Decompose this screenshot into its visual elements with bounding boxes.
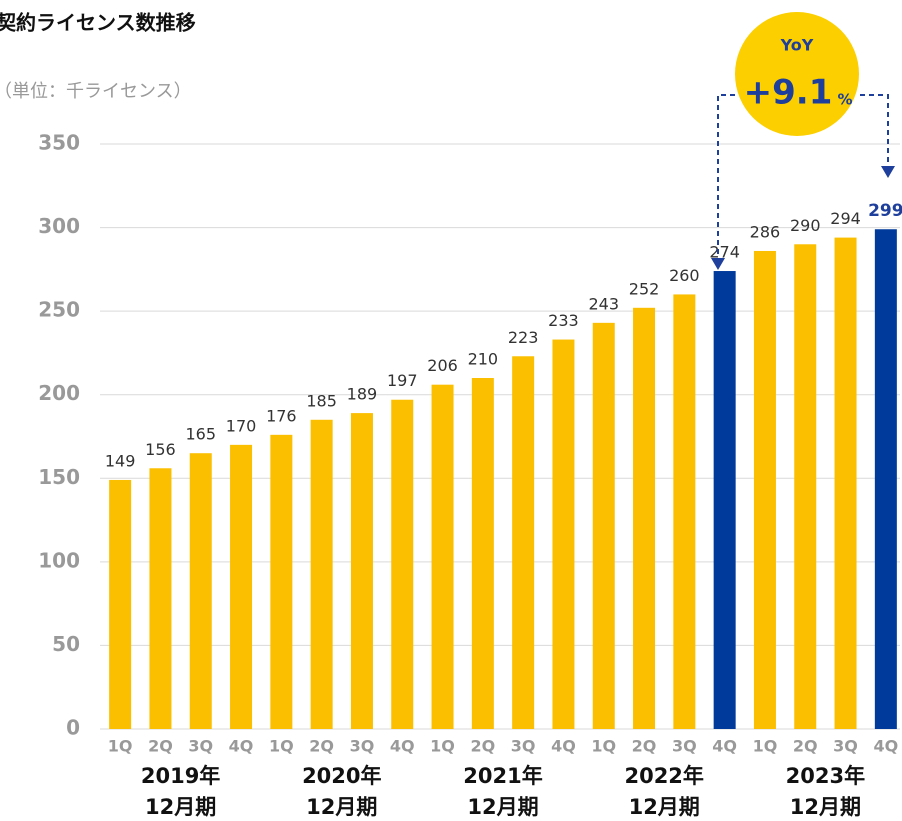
data-label: 170	[226, 416, 257, 435]
bar	[431, 384, 454, 729]
group-label: 2019年	[141, 764, 220, 788]
data-label: 206	[427, 356, 458, 375]
data-label: 189	[347, 385, 378, 404]
bar	[230, 444, 253, 729]
bar	[753, 250, 776, 729]
data-label: 260	[669, 266, 700, 285]
bar	[189, 453, 212, 729]
x-tick-label: 1Q	[430, 737, 455, 756]
x-tick-label: 3Q	[350, 737, 375, 756]
x-tick-label: 4Q	[712, 737, 737, 756]
data-label: 210	[468, 350, 499, 369]
y-tick-label: 250	[38, 298, 80, 322]
x-tick-label: 3Q	[511, 737, 536, 756]
bar	[109, 479, 132, 729]
x-tick-label: 3Q	[188, 737, 213, 756]
data-label: 243	[588, 294, 619, 313]
x-tick-label: 2Q	[148, 737, 173, 756]
data-label: 223	[508, 328, 539, 347]
bar	[512, 356, 535, 729]
yoy-arrows	[717, 94, 889, 258]
group-label: 12月期	[629, 795, 700, 819]
bar	[270, 434, 293, 729]
x-tick-label: 1Q	[269, 737, 294, 756]
x-tick-label: 1Q	[591, 737, 616, 756]
x-tick-label: 4Q	[229, 737, 254, 756]
x-tick-label: 3Q	[672, 737, 697, 756]
group-label: 2023年	[786, 764, 865, 788]
yoy-value: +9.1	[744, 73, 833, 113]
bar	[713, 271, 736, 729]
bar	[673, 294, 696, 729]
arrow-head	[711, 258, 725, 270]
data-label: 197	[387, 371, 418, 390]
y-tick-label: 350	[38, 131, 80, 155]
data-label: 290	[790, 216, 821, 235]
data-label: 156	[145, 440, 176, 459]
y-tick-label: 150	[38, 465, 80, 489]
arrow-right	[860, 94, 889, 168]
bar	[633, 307, 656, 729]
x-tick-label: 4Q	[551, 737, 576, 756]
bar	[874, 229, 897, 729]
bar	[552, 339, 575, 729]
y-tick-label: 50	[52, 632, 80, 656]
x-tick-label: 1Q	[108, 737, 133, 756]
data-label: 274	[709, 243, 740, 262]
group-label: 12月期	[467, 795, 538, 819]
data-label: 149	[105, 451, 136, 470]
data-label: 185	[306, 391, 337, 410]
y-tick-label: 300	[38, 214, 80, 238]
arrow-head	[881, 166, 895, 178]
group-label: 2020年	[302, 764, 381, 788]
bar	[471, 378, 494, 729]
yoy-badge	[735, 12, 859, 136]
data-label: 286	[750, 222, 781, 241]
x-tick-label: 2Q	[470, 737, 495, 756]
yoy-unit: %	[837, 91, 852, 109]
chart-subtitle: （単位：千ライセンス）	[0, 81, 192, 102]
y-tick-label: 200	[38, 381, 80, 405]
arrow-left	[717, 94, 735, 258]
data-label: 294	[830, 209, 861, 228]
x-tick-label: 3Q	[833, 737, 858, 756]
bar	[310, 419, 333, 729]
yoy-label: YoY	[780, 36, 814, 55]
group-label: 2022年	[624, 764, 703, 788]
bar	[149, 468, 172, 729]
data-label: 176	[266, 406, 297, 425]
y-tick-label: 100	[38, 548, 80, 572]
bar	[834, 237, 857, 729]
chart-title: 契約ライセンス数推移	[0, 11, 196, 35]
y-tick-label: 0	[66, 716, 80, 740]
x-tick-label: 4Q	[873, 737, 898, 756]
bar	[391, 399, 414, 729]
x-tick-label: 2Q	[632, 737, 657, 756]
bar	[350, 413, 373, 729]
data-label: 252	[629, 279, 660, 298]
x-tick-label: 1Q	[753, 737, 778, 756]
data-label: 165	[185, 425, 216, 444]
x-tick-label: 4Q	[390, 737, 415, 756]
group-label: 2021年	[463, 764, 542, 788]
x-tick-label: 2Q	[309, 737, 334, 756]
bar	[794, 244, 817, 730]
group-label: 12月期	[306, 795, 377, 819]
group-label: 12月期	[790, 795, 861, 819]
data-label: 233	[548, 311, 579, 330]
group-label: 12月期	[145, 795, 216, 819]
bar	[592, 322, 615, 729]
x-tick-label: 2Q	[793, 737, 818, 756]
data-label: 299	[868, 201, 902, 221]
